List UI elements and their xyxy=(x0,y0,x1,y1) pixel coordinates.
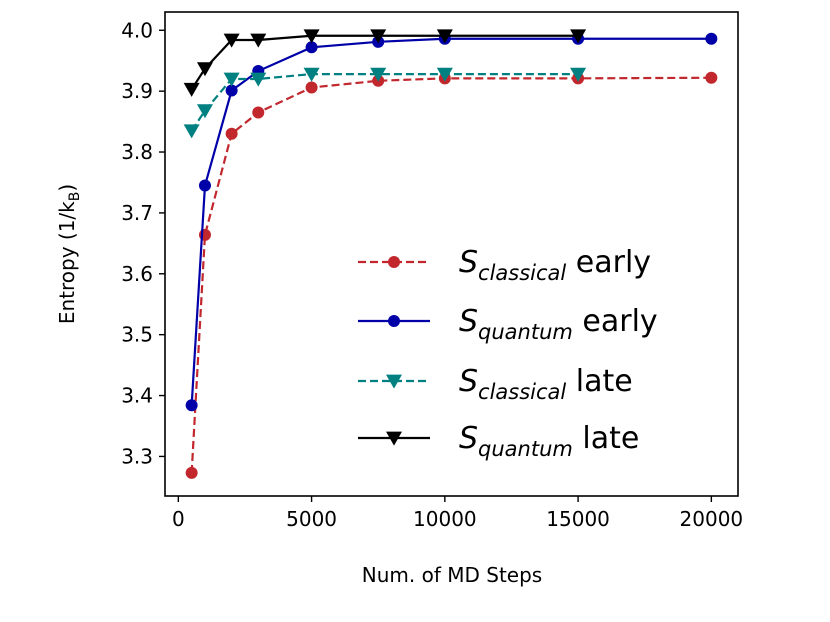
data-point xyxy=(223,33,240,48)
data-point xyxy=(183,82,200,97)
x-tick-label: 5000 xyxy=(286,507,337,531)
x-axis-label: Num. of MD Steps xyxy=(362,563,542,587)
data-point xyxy=(225,127,238,140)
data-point xyxy=(303,67,320,82)
y-tick-label: 3.3 xyxy=(121,444,153,468)
series-line xyxy=(190,37,712,406)
x-axis-ticks: 0 5000 10000 15000 20000 xyxy=(172,496,743,531)
legend: Sclassical early Squantum early Sclassical… xyxy=(358,245,658,461)
legend-label: Sclassical early xyxy=(459,245,651,285)
data-point xyxy=(250,72,267,87)
x-tick-label: 20000 xyxy=(680,507,744,531)
data-point xyxy=(705,71,718,84)
series-line xyxy=(190,72,579,132)
data-point xyxy=(570,29,587,44)
y-tick-label: 3.9 xyxy=(121,79,153,103)
data-point xyxy=(225,84,238,97)
legend-entry: Squantum late xyxy=(358,421,639,461)
legend-label: Squantum early xyxy=(459,304,658,344)
data-point xyxy=(305,81,318,94)
y-axis-ticks: 3.3 3.4 3.5 3.6 3.7 3.8 3.9 4.0 xyxy=(121,18,165,468)
data-point xyxy=(223,72,240,87)
y-tick-label: 3.7 xyxy=(121,201,153,225)
legend-entry: Squantum early xyxy=(358,304,658,344)
legend-label: Sclassical late xyxy=(459,364,633,404)
data-point xyxy=(303,29,320,44)
data-point xyxy=(436,29,453,44)
data-point xyxy=(196,104,213,119)
y-tick-label: 3.6 xyxy=(121,262,153,286)
y-tick-label: 3.4 xyxy=(121,384,153,408)
data-point xyxy=(185,466,198,479)
data-point xyxy=(705,32,718,45)
data-point xyxy=(185,399,198,412)
data-point xyxy=(196,62,213,77)
y-axis-label-sub: B xyxy=(67,192,83,202)
y-tick-label: 3.5 xyxy=(121,323,153,347)
y-axis-label-main: Entropy (1/k xyxy=(55,201,79,324)
plot-frame xyxy=(164,11,739,497)
legend-entry: Sclassical late xyxy=(358,364,633,404)
legend-marker xyxy=(388,315,400,327)
data-point xyxy=(198,179,211,192)
y-tick-label: 3.8 xyxy=(121,140,153,164)
legend-entry: Sclassical early xyxy=(358,245,651,285)
series-layer xyxy=(183,29,718,479)
series-3 xyxy=(183,67,587,139)
y-axis-label-close: ) xyxy=(55,184,79,192)
data-point xyxy=(370,29,387,44)
data-point xyxy=(305,41,318,54)
data-point xyxy=(436,67,453,82)
legend-marker xyxy=(386,431,402,446)
data-point xyxy=(183,124,200,139)
x-tick-label: 15000 xyxy=(546,507,610,531)
data-point xyxy=(252,106,265,119)
x-tick-label: 0 xyxy=(172,507,185,531)
y-tick-label: 4.0 xyxy=(121,18,153,42)
legend-marker xyxy=(386,374,402,389)
legend-marker xyxy=(388,256,400,268)
data-point xyxy=(370,67,387,82)
series-4 xyxy=(183,29,587,97)
y-axis-label: Entropy (1/kB) xyxy=(55,184,83,324)
legend-label: Squantum late xyxy=(459,421,639,461)
x-tick-label: 10000 xyxy=(413,507,477,531)
data-point xyxy=(250,33,267,48)
series-2 xyxy=(185,32,718,412)
data-point xyxy=(570,67,587,82)
